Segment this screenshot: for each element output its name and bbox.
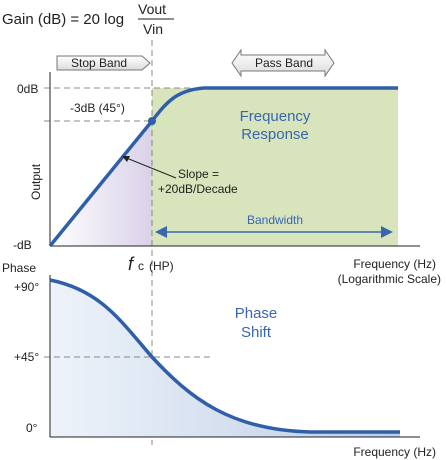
slope-pointer-head — [122, 156, 130, 162]
frequency-response-title-line1: Frequency — [240, 108, 311, 125]
cutoff-frequency-subscript: c — [138, 259, 144, 273]
plus-45-label: +45° — [14, 350, 39, 364]
formula-denominator: Vin — [143, 21, 163, 37]
slope-pointer — [123, 156, 177, 179]
phase-shift-curve — [49, 278, 400, 434]
minus-3db-label: -3dB (45°) — [70, 101, 125, 115]
cutoff-frequency-symbol: f — [128, 254, 135, 274]
zero-db-label: 0dB — [17, 82, 38, 96]
minus-db-label: -dB — [13, 238, 32, 252]
cutoff-point-marker — [148, 117, 156, 125]
formula-numerator: Vout — [138, 1, 166, 17]
phase-axis-title: Phase — [2, 261, 36, 275]
stop-band-arrow — [56, 55, 151, 71]
formula-prefix: Gain (dB) = 20 log — [2, 11, 124, 28]
pass-band-region — [152, 88, 398, 246]
pass-band-arrow — [231, 48, 335, 78]
frequency-response-title-line2: Response — [241, 126, 309, 143]
slope-label-line1: Slope = — [178, 167, 219, 181]
plus-90-label: +90° — [14, 280, 39, 294]
gain-x-label-line2: (Logarithmic Scale) — [338, 272, 441, 286]
cutoff-frequency-suffix: (HP) — [149, 259, 174, 273]
phase-shift-title-line2: Shift — [241, 324, 272, 341]
slope-label-line2: +20dB/Decade — [158, 182, 238, 196]
gain-x-label-line1: Frequency (Hz) — [353, 257, 436, 271]
phase-x-label: Frequency (Hz) — [353, 445, 436, 459]
zero-degree-label: 0° — [26, 421, 38, 435]
bandwidth-label: Bandwidth — [247, 213, 303, 227]
phase-shift-title-line1: Phase — [235, 305, 278, 322]
phase-fill-region — [50, 280, 400, 437]
stop-band-label: Stop Band — [71, 56, 127, 70]
pass-band-label: Pass Band — [255, 56, 313, 70]
output-axis-title: Output — [29, 163, 43, 200]
